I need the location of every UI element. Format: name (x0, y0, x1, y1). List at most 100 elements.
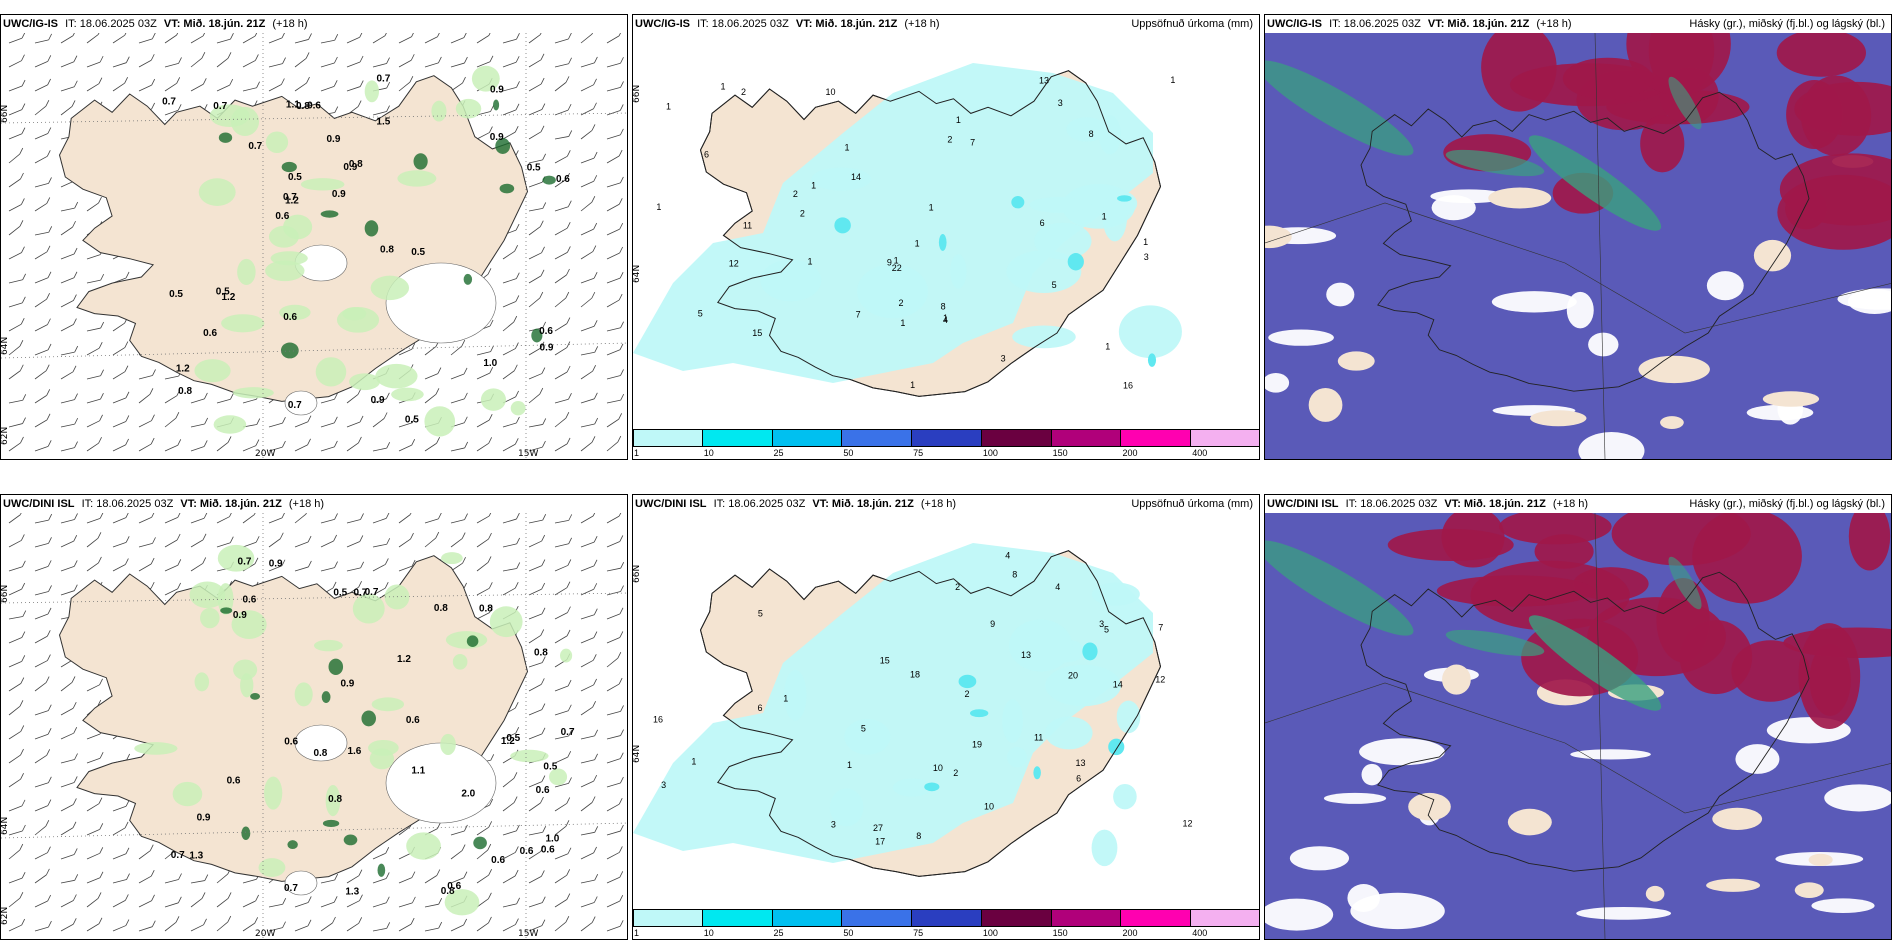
barb-flag (308, 33, 312, 40)
gust-area-light (221, 314, 265, 333)
valid-time: VT: Mið. 18.jún. 21Z (1444, 498, 1546, 510)
precip-value: 7 (856, 309, 861, 319)
barb-flag (282, 898, 287, 905)
precip-value: 15 (880, 656, 890, 666)
wind-barb (8, 655, 26, 668)
wind-barb (216, 33, 234, 44)
barb-flag (464, 441, 469, 449)
barb-flag (125, 438, 129, 446)
lead-time: (+18 h) (1536, 18, 1572, 30)
barb-staff (606, 134, 621, 140)
barb-flag (385, 847, 390, 854)
barb-flag (358, 917, 363, 924)
barb-staff (528, 876, 542, 884)
barb-flag (254, 33, 258, 37)
init-time: IT: 18.06.2025 03Z (697, 18, 789, 30)
lat-label: 64N (633, 745, 642, 763)
barb-flag (620, 824, 624, 832)
barb-staff (112, 371, 126, 380)
barb-flag (97, 892, 102, 899)
barb-flag (307, 535, 312, 543)
barb-flag (487, 843, 492, 851)
wind-barb (346, 513, 364, 524)
barb-staff (112, 444, 126, 452)
barb-flag (307, 896, 312, 903)
precip-value: 1 (656, 202, 661, 212)
wind-barb (606, 293, 623, 308)
barb-flag (332, 581, 337, 589)
wind-barb (294, 76, 310, 92)
barb-staff (112, 805, 127, 812)
wind-barb (86, 321, 105, 332)
precip-value: 2 (953, 768, 958, 778)
barb-staff (606, 613, 621, 620)
barb-staff (164, 588, 178, 596)
barb-staff (60, 566, 75, 572)
barb-flag (255, 54, 259, 61)
barb-staff (268, 63, 283, 68)
lon-label: 20W (255, 449, 275, 459)
barb-staff (502, 518, 517, 524)
barb-staff (554, 136, 569, 140)
gust-area-light (213, 415, 247, 434)
wind-barb (34, 868, 50, 884)
gust-value: 0.6 (541, 844, 555, 855)
wind-barb (34, 799, 52, 812)
barb-flag (490, 754, 495, 761)
barb-staff (554, 417, 567, 428)
barb-flag (47, 894, 52, 902)
precip-value: 6 (704, 150, 709, 160)
barb-staff (580, 130, 593, 140)
colorbar-segment (633, 429, 703, 447)
barb-staff (242, 900, 256, 908)
barb-staff (476, 61, 491, 68)
lead-time: (+18 h) (1552, 498, 1589, 510)
barb-flag (359, 55, 364, 63)
barb-flag (125, 56, 130, 63)
barb-staff (34, 754, 47, 764)
wind-barb (34, 100, 50, 116)
wind-barb (8, 318, 25, 332)
wind-barb (450, 844, 466, 860)
barb-staff (8, 252, 22, 260)
barb-flag (334, 34, 339, 41)
wind-barb (164, 412, 180, 428)
barb-flag (591, 33, 593, 35)
barb-staff (580, 735, 595, 740)
precip-value: 13 (1021, 650, 1031, 660)
precip-value: 5 (758, 608, 763, 618)
wind-barb (164, 33, 179, 44)
barb-flag (386, 922, 391, 929)
barb-staff (60, 226, 73, 236)
barb-flag (386, 81, 391, 89)
wind-barb (164, 389, 181, 404)
barb-staff (34, 565, 49, 572)
precip-blob-mid (1147, 353, 1157, 367)
barb-staff (580, 541, 595, 548)
wind-barb (34, 55, 52, 68)
init-time: IT: 18.06.2025 03Z (81, 498, 174, 510)
precip-value: 9 (887, 258, 892, 268)
barb-staff (86, 923, 100, 932)
wind-barb (86, 33, 100, 44)
barb-staff (86, 517, 101, 524)
barb-flag (383, 412, 388, 419)
gust-area-dark (328, 658, 344, 676)
wind-barb (320, 561, 338, 572)
barb-flag (542, 513, 547, 521)
precip-blob (1066, 117, 1107, 142)
wind-barb (34, 585, 52, 596)
barb-flag (150, 557, 155, 565)
wind-barb (528, 103, 546, 116)
wind-barb (580, 678, 597, 692)
barb-staff (424, 346, 437, 356)
gust-value: 0.6 (406, 715, 420, 726)
wind-barb (450, 56, 468, 68)
barb-flag (591, 916, 596, 923)
barb-flag (593, 175, 598, 182)
gust-value: 1.3 (345, 886, 359, 897)
barb-staff (34, 39, 49, 44)
barb-staff (112, 564, 126, 572)
wind-barb (528, 291, 544, 308)
barb-flag (48, 537, 52, 544)
